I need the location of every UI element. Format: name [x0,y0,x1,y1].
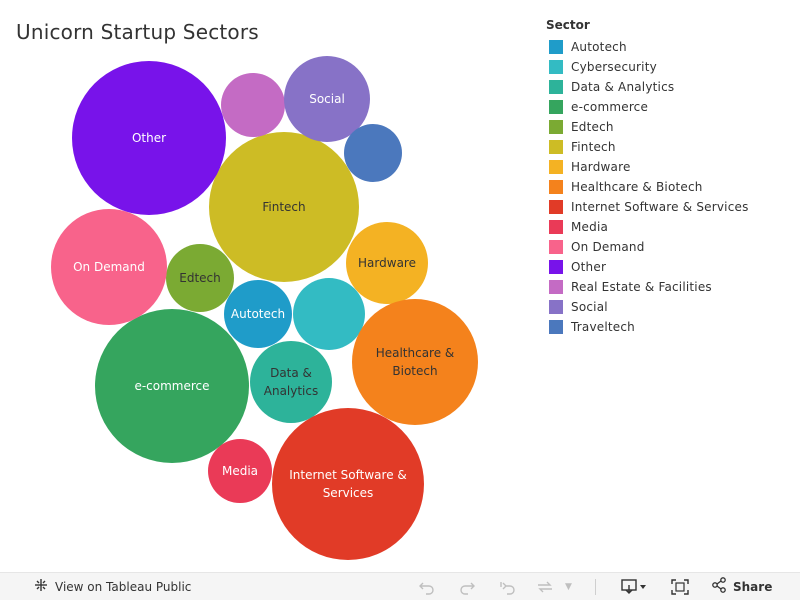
legend-swatch [549,200,563,214]
legend-swatch [549,100,563,114]
legend-swatch [549,60,563,74]
bubble-label: Data & Analytics [264,366,319,398]
bubble-label: Autotech [231,307,285,321]
bubble-label: Social [309,92,345,106]
bubble-data-analytics[interactable] [250,341,332,423]
bubble-media[interactable] [208,439,272,503]
legend-label: On Demand [571,240,645,254]
refresh-icon[interactable] [536,579,554,595]
legend-item[interactable]: On Demand [546,237,749,257]
view-on-tableau-public-button[interactable]: View on Tableau Public [33,577,191,596]
legend-label: Data & Analytics [571,80,675,94]
legend-swatch [549,80,563,94]
legend-item[interactable]: Hardware [546,157,749,177]
legend-item[interactable]: Autotech [546,37,749,57]
download-button[interactable] [621,578,647,595]
legend-label: Hardware [571,160,631,174]
legend-item[interactable]: Internet Software & Services [546,197,749,217]
bubble-label: Media [222,464,258,478]
legend-swatch [549,280,563,294]
bubble-label: e-commerce [134,379,209,393]
bubble-label: Fintech [262,200,305,214]
share-label: Share [733,579,773,594]
bubble-on-demand[interactable] [51,209,167,325]
undo-icon[interactable] [418,579,436,595]
bubble-chart: Autotech Data & Analytics e-commerce Edtech F… [51,56,478,560]
bubble-cybersecurity[interactable] [293,278,365,350]
legend-label: e-commerce [571,100,649,114]
legend-item[interactable]: Data & Analytics [546,77,749,97]
legend-label: Cybersecurity [571,60,657,74]
legend-label: Social [571,300,608,314]
bubble-hardware[interactable] [346,222,428,304]
chevron-down-icon[interactable]: ▼ [565,581,572,592]
legend-swatch [549,160,563,174]
bubble-label: Edtech [179,271,221,285]
bubble-label: On Demand [73,260,145,274]
legend-label: Other [571,260,607,274]
legend-label: Autotech [571,40,627,54]
legend-item[interactable]: Fintech [546,137,749,157]
legend-item[interactable]: Social [546,297,749,317]
legend: Sector Autotech Cybersecurity Data & Analy… [546,18,749,337]
legend-item[interactable]: Other [546,257,749,277]
legend-items: Autotech Cybersecurity Data & Analytics e-c… [546,37,749,337]
legend-label: Internet Software & Services [571,200,749,214]
legend-label: Traveltech [571,320,635,334]
bubble-label: Hardware [358,256,416,270]
legend-label: Real Estate & Facilities [571,280,712,294]
legend-item[interactable]: Media [546,217,749,237]
legend-item[interactable]: Healthcare & Biotech [546,177,749,197]
bubble-label: Internet Software & Services [289,468,407,500]
view-on-tableau-public-label: View on Tableau Public [55,579,192,594]
legend-swatch [549,320,563,334]
revert-icon[interactable] [498,579,516,595]
fullscreen-icon[interactable] [671,578,689,595]
bubble-edtech[interactable] [166,244,234,312]
legend-item[interactable]: Edtech [546,117,749,137]
bubble-real-estate-facilities[interactable] [221,73,285,137]
legend-swatch [549,220,563,234]
bubble-label: Healthcare & Biotech [376,346,455,378]
legend-swatch [549,140,563,154]
legend-swatch [549,300,563,314]
legend-label: Fintech [571,140,616,154]
bubble-e-commerce[interactable] [95,309,249,463]
legend-label: Media [571,220,609,234]
share-icon [711,577,727,596]
chart-title: Unicorn Startup Sectors [16,20,259,44]
bubble-traveltech[interactable] [344,124,402,182]
share-button[interactable]: Share [711,577,772,596]
bubble-other[interactable] [72,61,226,215]
bubble-fintech[interactable] [209,132,359,282]
legend-swatch [549,120,563,134]
legend-item[interactable]: Cybersecurity [546,57,749,77]
legend-item[interactable]: Real Estate & Facilities [546,277,749,297]
legend-item[interactable]: Traveltech [546,317,749,337]
legend-label: Edtech [571,120,614,134]
bubble-autotech[interactable] [224,280,292,348]
bubble-label: Other [132,131,166,145]
legend-swatch [549,240,563,254]
legend-title: Sector [546,18,590,32]
bubble-internet-software-services[interactable] [272,408,424,560]
legend-swatch [549,260,563,274]
redo-icon[interactable] [458,579,476,595]
bubble-social[interactable] [284,56,370,142]
tableau-logo-icon [33,577,49,596]
legend-swatch [549,180,563,194]
toolbar-divider [595,578,596,595]
legend-label: Healthcare & Biotech [571,180,703,194]
bubble-healthcare-biotech[interactable] [352,299,478,425]
legend-swatch [549,40,563,54]
legend-item[interactable]: e-commerce [546,97,749,117]
tableau-toolbar: View on Tableau Public ▼ [0,572,800,600]
